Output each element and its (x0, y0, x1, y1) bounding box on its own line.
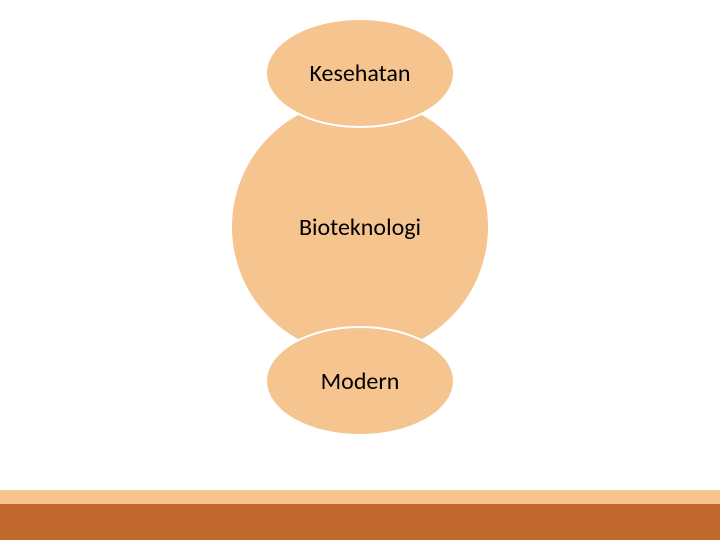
bottom-label: Modern (321, 367, 400, 396)
bottom-ellipse: Modern (265, 326, 455, 436)
top-label: Kesehatan (309, 59, 410, 88)
footer-bar (0, 490, 720, 540)
footer-accent-top (0, 490, 720, 504)
center-circle: Bioteknologi (230, 97, 490, 357)
center-label: Bioteknologi (299, 213, 421, 242)
venn-diagram: Bioteknologi Kesehatan Modern (210, 12, 510, 442)
top-ellipse: Kesehatan (265, 18, 455, 128)
footer-accent-bottom (0, 504, 720, 540)
